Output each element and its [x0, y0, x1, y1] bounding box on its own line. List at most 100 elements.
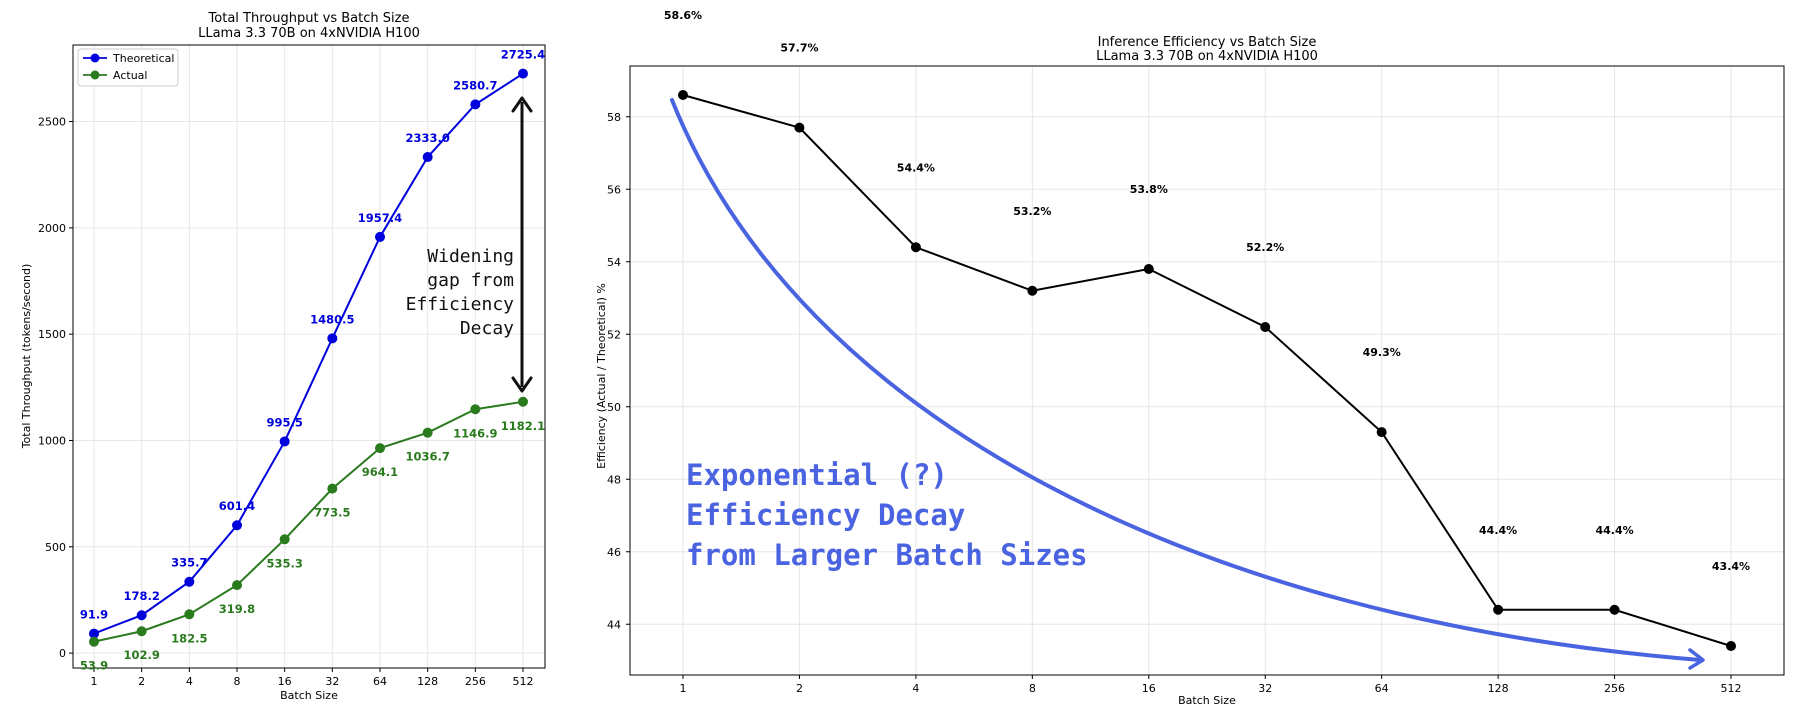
data-label-actual: 102.9 — [123, 648, 159, 662]
throughput-x-tick-label: 64 — [373, 675, 387, 688]
throughput-x-ticks: 1 2 4 8 16 32 64 128 256 512 — [91, 668, 534, 688]
legend-actual-label: Actual — [113, 69, 147, 82]
data-point-theoretical — [422, 152, 433, 163]
throughput-chart-title: Total Throughput vs Batch Size — [208, 11, 410, 26]
data-label-efficiency: 57.7% — [780, 42, 818, 55]
data-point-theoretical — [89, 628, 99, 639]
data-label-efficiency: 52.2% — [1246, 241, 1284, 254]
data-label-efficiency: 49.3% — [1363, 346, 1401, 359]
decay-curve — [670, 98, 1702, 662]
data-point-efficiency — [1027, 285, 1038, 296]
data-point-efficiency — [1376, 427, 1387, 438]
data-label-theoretical: 601.4 — [219, 499, 255, 513]
efficiency-chart-subtitle: LLama 3.3 70B on 4xNVIDIA H100 — [1096, 49, 1318, 64]
throughput-y-tick-label: 500 — [45, 541, 66, 554]
data-point-efficiency — [1260, 322, 1271, 332]
decay-annotation: Exponential (?) Efficiency Decay from La… — [670, 98, 1705, 670]
data-label-actual: 964.1 — [362, 465, 398, 479]
data-point-theoretical — [136, 610, 147, 621]
data-point-theoretical — [470, 99, 481, 110]
efficiency-x-tick-label: 4 — [912, 682, 919, 695]
data-point-actual — [470, 404, 481, 415]
data-label-theoretical: 2333.0 — [405, 131, 449, 145]
efficiency-y-tick-label: 52 — [607, 328, 621, 341]
data-label-theoretical: 178.2 — [123, 589, 159, 603]
efficiency-x-tick-label: 2 — [796, 682, 803, 695]
data-point-theoretical — [518, 68, 528, 79]
data-label-efficiency: 43.4% — [1712, 560, 1750, 573]
decay-annotation-line-3: from Larger Batch Sizes — [686, 538, 1088, 572]
throughput-y-ticks: 0 500 1000 1500 2000 2500 — [38, 116, 73, 660]
data-label-theoretical: 2725.4 — [501, 48, 545, 62]
data-label-efficiency: 53.2% — [1013, 205, 1051, 218]
data-point-theoretical — [375, 231, 385, 242]
decay-annotation-line-2: Efficiency Decay — [686, 498, 965, 532]
data-point-efficiency — [910, 242, 921, 253]
data-point-actual — [89, 636, 99, 647]
efficiency-x-ticks: 1 2 4 8 16 32 64 128 256 512 — [680, 675, 1742, 695]
data-label-efficiency: 44.4% — [1595, 524, 1633, 537]
data-label-actual: 1146.9 — [453, 426, 497, 440]
efficiency-y-tick-label: 50 — [607, 401, 621, 414]
efficiency-y-tick-label: 46 — [607, 546, 621, 559]
gap-annotation-line-1: Widening — [427, 246, 514, 267]
data-label-efficiency: 44.4% — [1479, 524, 1517, 537]
efficiency-plot-frame — [629, 65, 1785, 676]
data-label-theoretical: 335.7 — [171, 556, 207, 570]
data-label-actual: 53.9 — [80, 659, 108, 673]
data-label-actual: 773.5 — [314, 506, 350, 520]
gap-annotation-line-4: Decay — [460, 318, 514, 339]
data-point-theoretical — [184, 576, 195, 587]
data-point-efficiency — [1493, 604, 1504, 615]
gap-arrow-up-head — [511, 96, 533, 113]
throughput-x-tick-label: 4 — [186, 675, 193, 688]
throughput-plot-frame — [72, 44, 546, 669]
efficiency-x-tick-label: 512 — [1721, 682, 1742, 695]
throughput-y-tick-label: 1000 — [38, 434, 66, 447]
data-point-theoretical — [327, 333, 338, 344]
efficiency-y-tick-label: 44 — [607, 618, 621, 631]
data-point-actual — [232, 580, 242, 591]
throughput-legend: Theoretical Actual — [77, 48, 179, 87]
throughput-y-tick-label: 0 — [59, 647, 66, 660]
efficiency-x-tick-label: 16 — [1142, 682, 1156, 695]
throughput-x-tick-label: 512 — [513, 675, 534, 688]
data-point-actual — [184, 609, 195, 620]
throughput-x-tick-label: 8 — [234, 675, 241, 688]
legend-theoretical-marker — [90, 53, 100, 63]
data-label-theoretical: 1957.4 — [358, 211, 402, 225]
series-line-theoretical — [93, 72, 524, 635]
gap-annotation: Widening gap from Efficiency Decay — [406, 96, 533, 393]
throughput-x-axis-label: Batch Size — [280, 689, 338, 702]
data-label-efficiency: 54.4% — [897, 161, 935, 174]
throughput-y-tick-label: 2500 — [38, 116, 66, 129]
efficiency-x-tick-label: 64 — [1375, 682, 1389, 695]
series-line-efficiency — [682, 94, 1732, 647]
efficiency-x-tick-label: 8 — [1029, 682, 1036, 695]
data-label-actual: 535.3 — [266, 556, 302, 570]
gap-annotation-line-2: gap from — [427, 270, 514, 291]
throughput-y-axis-label: Total Throughput (tokens/second) — [20, 264, 33, 450]
data-point-theoretical — [279, 436, 290, 447]
throughput-x-tick-label: 128 — [417, 675, 438, 688]
data-point-actual — [279, 534, 290, 545]
efficiency-y-tick-label: 58 — [607, 111, 621, 124]
throughput-x-tick-label: 1 — [91, 675, 98, 688]
data-point-efficiency — [1726, 641, 1736, 651]
data-point-efficiency — [1143, 264, 1154, 274]
data-point-actual — [518, 396, 528, 407]
efficiency-x-tick-label: 256 — [1604, 682, 1625, 695]
gap-arrow-down-head — [511, 376, 533, 393]
data-label-actual: 1036.7 — [405, 450, 449, 464]
throughput-data-labels: 91.9 178.2 335.7 601.4 995.5 1480.5 1957.4 2333… — [80, 48, 545, 673]
data-label-theoretical: 2580.7 — [453, 78, 497, 92]
efficiency-x-tick-label: 32 — [1258, 682, 1272, 695]
data-point-efficiency — [1609, 604, 1620, 615]
decay-curve-arrowhead — [1688, 648, 1705, 670]
data-label-efficiency: 58.6% — [664, 9, 702, 22]
throughput-chart: Total Throughput vs Batch Size LLama 3.3… — [20, 11, 546, 702]
data-point-efficiency — [678, 90, 688, 100]
efficiency-x-tick-label: 1 — [680, 682, 687, 695]
throughput-x-tick-label: 2 — [138, 675, 145, 688]
